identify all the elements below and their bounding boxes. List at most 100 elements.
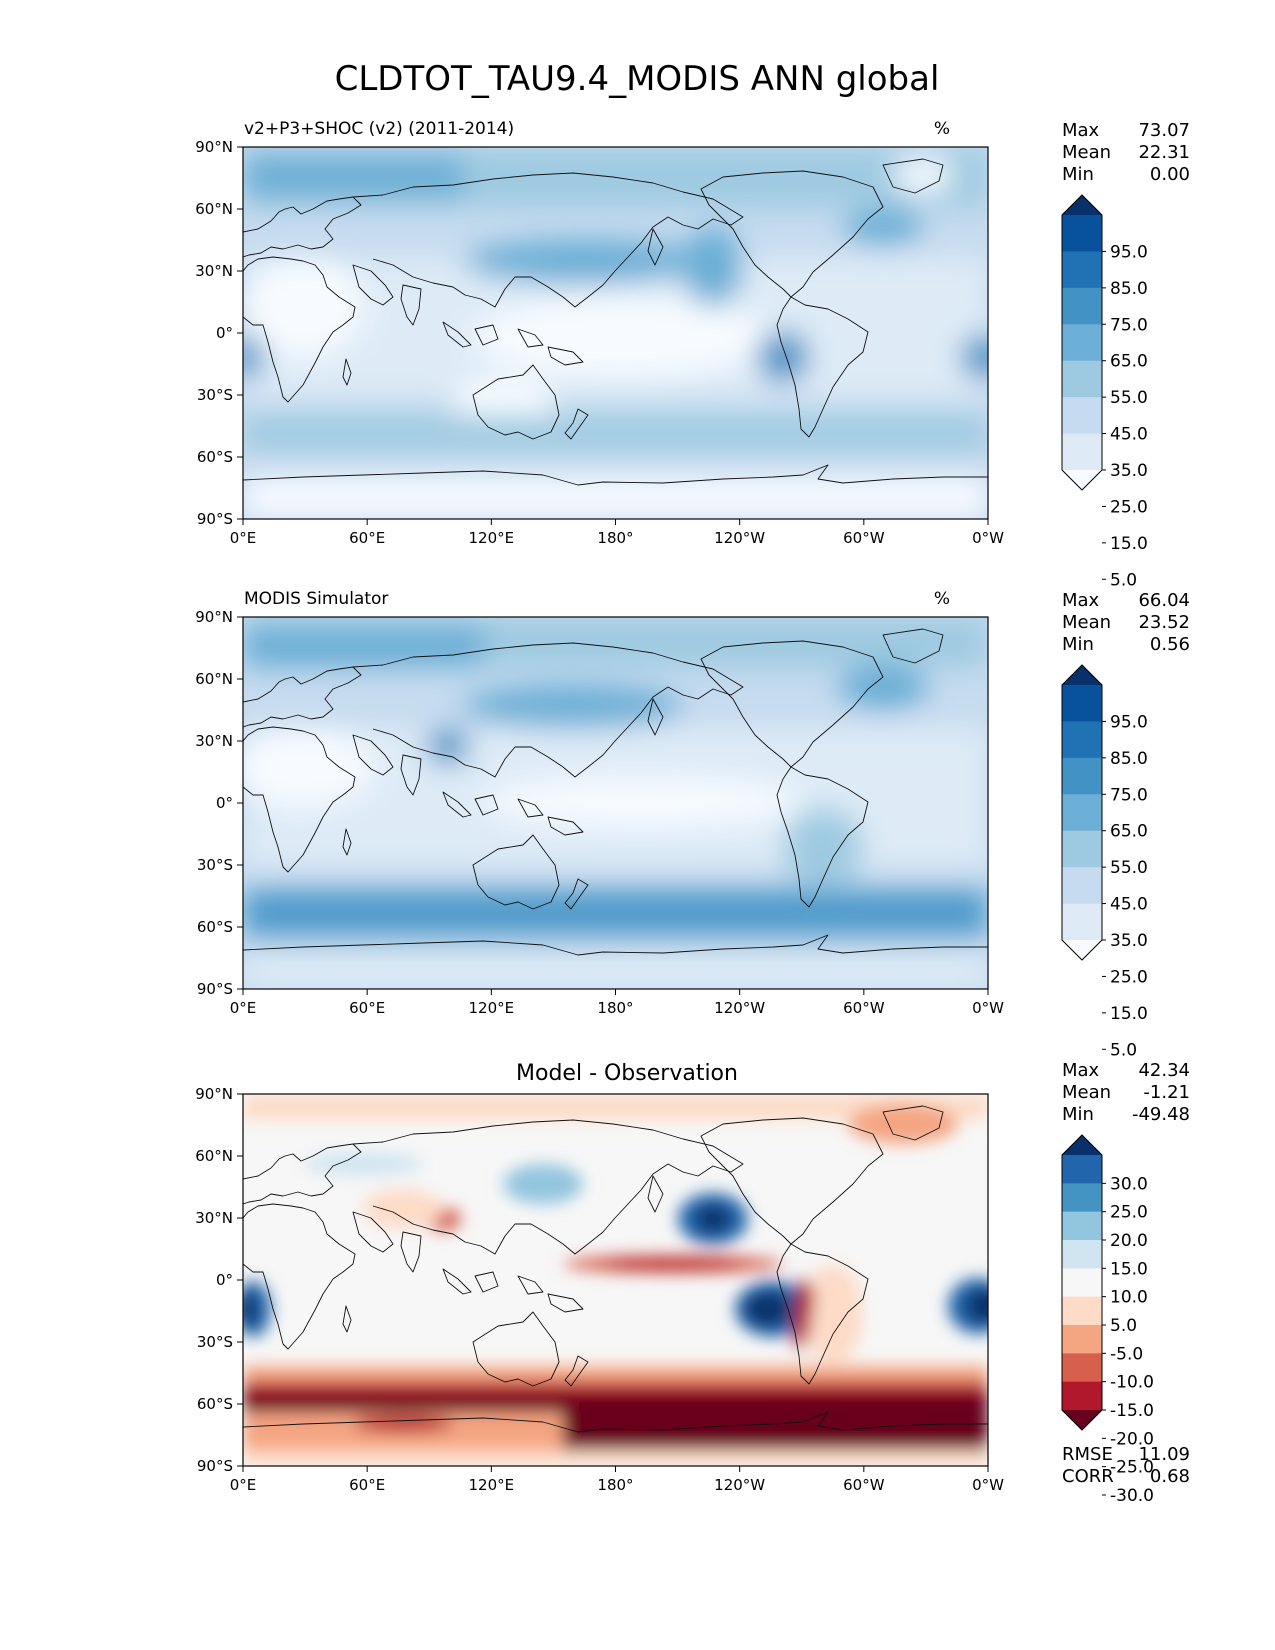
colorbar-segment (1062, 1296, 1102, 1326)
panel-title-center: Model - Observation (516, 1061, 738, 1086)
colorbar-segment (1062, 324, 1102, 362)
colorbar-label: 95.0 (1110, 712, 1148, 732)
lat-tick-label: 30°S (197, 856, 233, 874)
colorbar-segment (1062, 1325, 1102, 1354)
lon-tick-label: 0°W (972, 529, 1004, 547)
colorbar-segment (1062, 1268, 1102, 1298)
lat-tick-label: 0° (216, 1271, 233, 1289)
lat-tick-label: 60°N (195, 200, 233, 218)
colorbar-segment (1062, 794, 1102, 832)
colorbar-segment (1062, 1353, 1102, 1383)
colorbar-obs: 95.0 85.0 75.0 65.0 55.0 45.0 35.0 25.0 15.0 5.0 (1061, 664, 1148, 1060)
colorbar-label: 5.0 (1110, 1316, 1137, 1336)
stat-label-mean: Mean (1062, 612, 1111, 633)
lon-tick-label: 120°W (714, 529, 765, 547)
stat-value-max: 42.34 (1138, 1060, 1190, 1081)
colorbar-segment (1062, 903, 1102, 941)
lat-tick-label: 60°S (197, 918, 233, 936)
lon-tick-label: 60°E (349, 1476, 385, 1494)
stat-value-min: 0.56 (1150, 634, 1190, 655)
colorbar-segment (1062, 867, 1102, 905)
lat-tick-label: 90°N (195, 608, 233, 626)
lon-tick-label: 60°E (349, 529, 385, 547)
colorbar-segment (1062, 757, 1102, 795)
colorbar-segment (1062, 830, 1102, 868)
lat-tick-label: 90°S (197, 980, 233, 998)
panel-title-left: MODIS Simulator (244, 589, 388, 609)
map-model (242, 146, 989, 520)
stat-label-min: Min (1062, 1104, 1094, 1125)
lon-tick-label: 120°W (714, 999, 765, 1017)
colorbar-segment (1062, 1381, 1102, 1411)
colorbar-label: 95.0 (1110, 242, 1148, 262)
stat-label-min: Min (1062, 634, 1094, 655)
colorbar-label: 45.0 (1110, 425, 1148, 445)
lat-tick-label: 0° (216, 794, 233, 812)
colorbar-label: 35.0 (1110, 461, 1148, 481)
colorbar-label: -30.0 (1110, 1486, 1154, 1506)
stat-value-min: -49.48 (1132, 1104, 1190, 1125)
lat-tick-label: 30°N (195, 1209, 233, 1227)
stat-label-corr: CORR (1062, 1466, 1114, 1487)
colorbar-label: 15.0 (1110, 1004, 1148, 1024)
stat-value-max: 66.04 (1138, 590, 1190, 611)
panel-title-left: v2+P3+SHOC (v2) (2011-2014) (244, 119, 514, 139)
stat-label-mean: Mean (1062, 142, 1111, 163)
lat-tick-label: 60°N (195, 670, 233, 688)
panel-units: % (934, 119, 950, 139)
colorbar-extend-top (1062, 665, 1102, 685)
colorbar-segment (1062, 251, 1102, 289)
stat-value-mean: -1.21 (1143, 1082, 1190, 1103)
stat-value-max: 73.07 (1138, 120, 1190, 141)
panel-obs: MODIS Simulator % (242, 589, 1190, 1060)
colorbar-label: 20.0 (1110, 1231, 1148, 1251)
stat-label-mean: Mean (1062, 1082, 1111, 1103)
colorbar-model: 95.0 85.0 75.0 65.0 55.0 45.0 35.0 25.0 15.0 5.0 (1061, 194, 1148, 590)
colorbar-segment (1062, 397, 1102, 435)
stat-label-rmse: RMSE (1062, 1444, 1113, 1465)
axis-ticks: 90°N60°N30°N0°30°S60°S90°S0°E 60°E 120°E 18… (195, 138, 1004, 1494)
lon-tick-label: 0°E (230, 1476, 257, 1494)
colorbar-extend-bottom (1062, 470, 1102, 490)
lon-tick-label: 120°W (714, 1476, 765, 1494)
colorbar-label: -20.0 (1110, 1429, 1154, 1449)
colorbar-label: 65.0 (1110, 352, 1148, 372)
colorbar-segment (1062, 721, 1102, 759)
colorbar-label: 65.0 (1110, 822, 1148, 842)
colorbar-label: 55.0 (1110, 388, 1148, 408)
lat-tick-label: 30°N (195, 732, 233, 750)
panel-units: % (934, 589, 950, 609)
lon-tick-label: 120°E (469, 999, 515, 1017)
colorbar-label: 25.0 (1110, 1203, 1148, 1223)
lon-tick-label: 120°E (469, 529, 515, 547)
colorbar-label: 75.0 (1110, 315, 1148, 335)
colorbar-label: 55.0 (1110, 858, 1148, 878)
stat-value-mean: 22.31 (1138, 142, 1190, 163)
lon-tick-label: 0°W (972, 1476, 1004, 1494)
colorbar-segment (1062, 287, 1102, 325)
colorbar-segment (1062, 685, 1102, 722)
map-obs (242, 616, 989, 990)
lon-tick-label: 180° (597, 1476, 633, 1494)
stat-value-min: 0.00 (1150, 164, 1190, 185)
colorbar-label: 10.0 (1110, 1288, 1148, 1308)
lat-tick-label: 30°S (197, 386, 233, 404)
lon-tick-label: 180° (597, 529, 633, 547)
colorbar-label: 85.0 (1110, 749, 1148, 769)
colorbar-label: 35.0 (1110, 931, 1148, 951)
lat-tick-label: 90°N (195, 1085, 233, 1103)
lon-tick-label: 60°E (349, 999, 385, 1017)
colorbar-diff: 30.0 25.0 20.0 15.0 10.0 5.0 -5.0 -10.0 -15.0 -20… (1061, 1134, 1154, 1506)
colorbar-label: 15.0 (1110, 534, 1148, 554)
stat-value-rmse: 11.09 (1138, 1444, 1190, 1465)
lat-tick-label: 90°S (197, 510, 233, 528)
panel-model: v2+P3+SHOC (v2) (2011-2014) % (242, 119, 1190, 590)
panel-diff: Model - Observation (242, 1060, 1190, 1506)
lat-tick-label: 60°S (197, 1395, 233, 1413)
stat-label-max: Max (1062, 120, 1100, 141)
colorbar-label: -15.0 (1110, 1401, 1154, 1421)
lon-tick-label: 60°W (843, 529, 885, 547)
lat-tick-label: 90°S (197, 1457, 233, 1475)
map-diff (242, 1093, 989, 1467)
colorbar-label: -25.0 (1110, 1458, 1154, 1478)
